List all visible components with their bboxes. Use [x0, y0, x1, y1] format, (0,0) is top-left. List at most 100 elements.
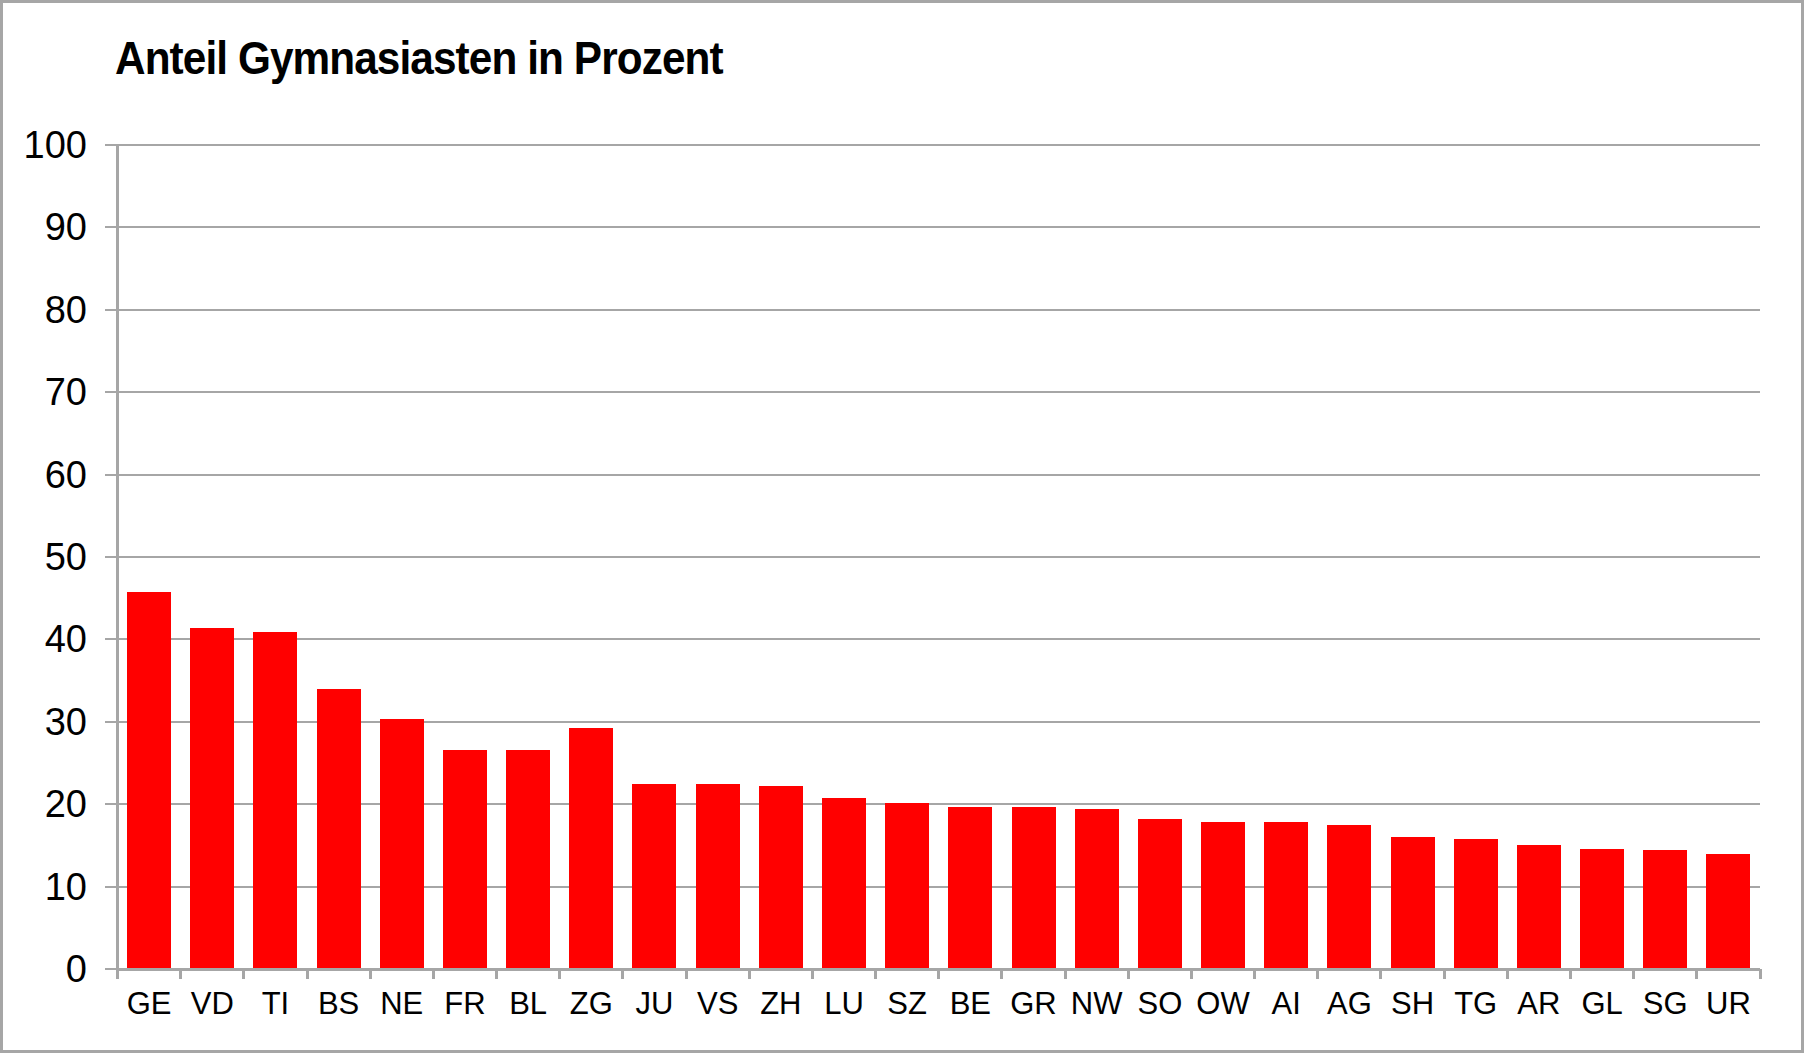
- gridline-70: [118, 391, 1761, 393]
- bar-VD: [190, 628, 234, 969]
- bar-GR: [1012, 807, 1056, 969]
- x-tick-label-JU: JU: [623, 986, 686, 1022]
- bar-BE: [948, 807, 992, 969]
- x-axis-tick-15: [1064, 969, 1067, 979]
- x-tick-label-FR: FR: [433, 986, 496, 1022]
- gridline-50: [118, 556, 1761, 558]
- plot-area: 0 10 20 30 40 50 60 70 80 90 100 GEVDTIBSNEFRBLZGJU…: [3, 3, 1801, 1050]
- x-tick-label-BS: BS: [307, 986, 370, 1022]
- bar-BL: [506, 750, 550, 969]
- y-tick-label-0: 0: [3, 949, 87, 989]
- x-axis-tick-21: [1443, 969, 1446, 979]
- x-tick-label-TI: TI: [244, 986, 307, 1022]
- x-tick-label-UR: UR: [1697, 986, 1760, 1022]
- bar-AR: [1517, 845, 1561, 969]
- x-axis-tick-9: [685, 969, 688, 979]
- bar-AI: [1264, 822, 1308, 969]
- x-tick-label-GE: GE: [118, 986, 181, 1022]
- x-tick-label-AG: AG: [1318, 986, 1381, 1022]
- x-tick-label-ZH: ZH: [749, 986, 812, 1022]
- x-tick-label-SO: SO: [1128, 986, 1191, 1022]
- chart-canvas: Anteil Gymnasiasten in Prozent 010203040…: [0, 0, 1804, 1053]
- x-tick-label-ZG: ZG: [560, 986, 623, 1022]
- bar-SH: [1391, 837, 1435, 969]
- x-axis-tick-16: [1127, 969, 1130, 979]
- x-tick-label-NE: NE: [370, 986, 433, 1022]
- gridline-90: [118, 226, 1761, 228]
- bar-LU: [822, 798, 866, 969]
- bar-ZG: [569, 728, 613, 969]
- gridline-10: [118, 886, 1761, 888]
- x-tick-label-BE: BE: [939, 986, 1002, 1022]
- bar-GL: [1580, 849, 1624, 969]
- x-axis-tick-26: [1759, 969, 1762, 979]
- x-tick-label-AR: AR: [1507, 986, 1570, 1022]
- x-tick-label-AI: AI: [1255, 986, 1318, 1022]
- bar-NW: [1075, 809, 1119, 969]
- y-tick-label-90: 90: [3, 207, 87, 247]
- x-axis-tick-24: [1632, 969, 1635, 979]
- x-axis-tick-0: [116, 969, 119, 979]
- bar-AG: [1327, 825, 1371, 969]
- gridline-40: [118, 638, 1761, 640]
- x-axis-tick-6: [495, 969, 498, 979]
- x-axis-tick-8: [621, 969, 624, 979]
- gridline-80: [118, 309, 1761, 311]
- x-axis-tick-14: [1000, 969, 1003, 979]
- y-tick-label-30: 30: [3, 702, 87, 742]
- x-axis-tick-1: [179, 969, 182, 979]
- bar-VS: [696, 784, 740, 969]
- y-tick-label-20: 20: [3, 784, 87, 824]
- y-tick-label-100: 100: [3, 125, 87, 165]
- y-axis-line: [116, 145, 119, 971]
- x-axis-tick-13: [937, 969, 940, 979]
- x-axis-tick-19: [1316, 969, 1319, 979]
- x-axis-tick-10: [748, 969, 751, 979]
- bar-UR: [1706, 854, 1750, 969]
- x-axis-tick-23: [1569, 969, 1572, 979]
- bar-BS: [317, 689, 361, 969]
- x-tick-label-SG: SG: [1634, 986, 1697, 1022]
- bar-SG: [1643, 850, 1687, 969]
- y-tick-label-40: 40: [3, 619, 87, 659]
- bar-OW: [1201, 822, 1245, 969]
- x-tick-label-NW: NW: [1065, 986, 1128, 1022]
- y-tick-label-70: 70: [3, 372, 87, 412]
- x-axis-tick-20: [1379, 969, 1382, 979]
- x-axis-tick-5: [432, 969, 435, 979]
- bar-TI: [253, 632, 297, 969]
- bar-ZH: [759, 786, 803, 969]
- gridline-60: [118, 474, 1761, 476]
- bar-FR: [443, 750, 487, 969]
- x-axis-tick-7: [558, 969, 561, 979]
- x-tick-label-GL: GL: [1570, 986, 1633, 1022]
- bar-TG: [1454, 839, 1498, 969]
- x-axis-tick-18: [1253, 969, 1256, 979]
- y-tick-label-60: 60: [3, 455, 87, 495]
- x-axis-tick-11: [811, 969, 814, 979]
- gridline-20: [118, 803, 1761, 805]
- x-axis-tick-22: [1506, 969, 1509, 979]
- x-axis-tick-4: [369, 969, 372, 979]
- x-tick-label-BL: BL: [497, 986, 560, 1022]
- bar-SO: [1138, 819, 1182, 969]
- x-axis-tick-12: [874, 969, 877, 979]
- x-axis-tick-3: [306, 969, 309, 979]
- y-tick-label-80: 80: [3, 290, 87, 330]
- x-tick-label-SH: SH: [1381, 986, 1444, 1022]
- x-tick-label-SZ: SZ: [876, 986, 939, 1022]
- x-tick-label-VD: VD: [181, 986, 244, 1022]
- x-axis-tick-25: [1695, 969, 1698, 979]
- x-axis-tick-17: [1190, 969, 1193, 979]
- y-tick-label-50: 50: [3, 537, 87, 577]
- bar-GE: [127, 592, 171, 969]
- x-tick-label-VS: VS: [686, 986, 749, 1022]
- x-tick-label-LU: LU: [812, 986, 875, 1022]
- gridline-30: [118, 721, 1761, 723]
- x-tick-label-OW: OW: [1191, 986, 1254, 1022]
- x-tick-label-TG: TG: [1444, 986, 1507, 1022]
- y-tick-label-10: 10: [3, 867, 87, 907]
- bar-NE: [380, 719, 424, 969]
- x-axis-tick-2: [242, 969, 245, 979]
- bar-SZ: [885, 803, 929, 969]
